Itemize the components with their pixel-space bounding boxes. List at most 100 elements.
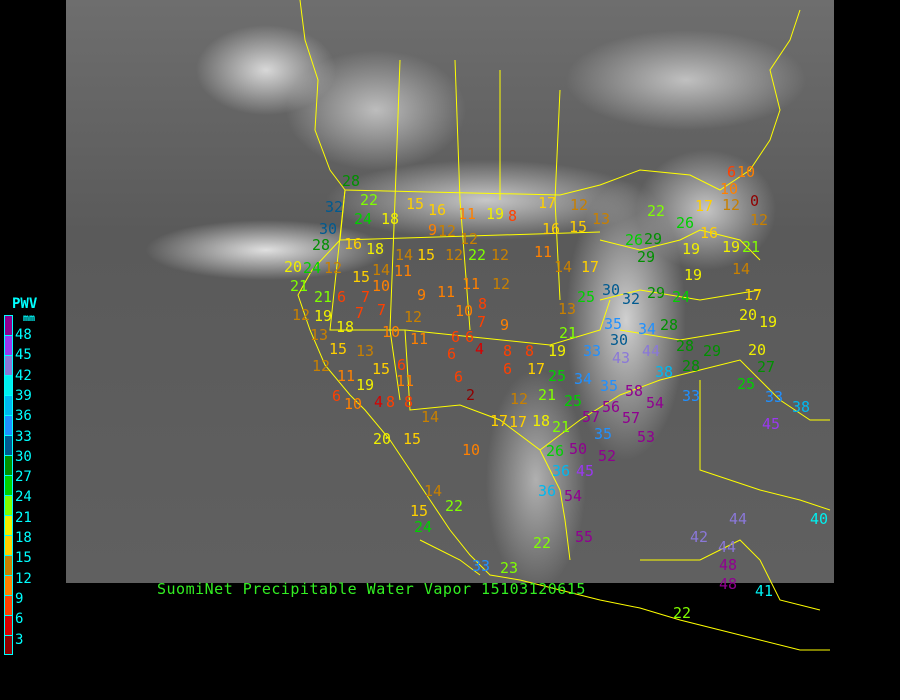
station-pwv-value: 14 — [421, 408, 440, 426]
station-pwv-value: 10 — [382, 323, 401, 341]
station-pwv-value: 26 — [676, 214, 695, 232]
legend-swatch — [4, 435, 13, 455]
border-line — [297, 0, 830, 651]
station-pwv-value: 29 — [647, 284, 666, 302]
station-pwv-value: 16 — [344, 235, 363, 253]
legend-swatch — [4, 355, 13, 375]
station-pwv-value: 20 — [373, 430, 392, 448]
station-pwv-value: 20 — [284, 258, 303, 276]
station-pwv-value: 33 — [583, 342, 602, 360]
station-pwv-value: 30 — [610, 331, 629, 349]
station-pwv-value: 8 — [386, 393, 396, 411]
station-pwv-value: 9 — [417, 286, 427, 304]
station-pwv-value: 35 — [594, 425, 613, 443]
legend-swatch — [4, 535, 13, 555]
station-pwv-value: 22 — [360, 191, 379, 209]
legend-swatch — [4, 575, 13, 595]
station-pwv-value: 36 — [552, 462, 571, 480]
legend-title: PWV — [12, 296, 38, 312]
border-line — [539, 359, 830, 451]
station-pwv-value: 11 — [410, 330, 429, 348]
station-pwv-value: 28 — [676, 337, 695, 355]
station-pwv-value: 42 — [690, 528, 709, 546]
station-pwv-value: 32 — [622, 290, 641, 308]
station-pwv-value: 12 — [404, 308, 423, 326]
legend-swatch — [4, 395, 13, 415]
station-pwv-value: 30 — [602, 281, 621, 299]
station-pwv-value: 12 — [722, 196, 741, 214]
station-pwv-value: 19 — [356, 376, 375, 394]
station-pwv-value: 54 — [646, 394, 665, 412]
border-line — [554, 89, 561, 301]
station-pwv-value: 4 — [475, 340, 485, 358]
station-pwv-value: 14 — [732, 260, 751, 278]
legend-label: 27 — [15, 469, 32, 486]
station-pwv-value: 12 — [445, 246, 464, 264]
station-pwv-value: 10 — [737, 163, 756, 181]
border-line — [619, 329, 741, 341]
border-line — [699, 380, 831, 511]
station-pwv-value: 38 — [655, 363, 674, 381]
station-pwv-value: 40 — [810, 510, 829, 528]
station-pwv-value: 17 — [538, 194, 557, 212]
border-line — [419, 539, 481, 576]
station-pwv-value: 15 — [569, 218, 588, 236]
station-pwv-value: 8 — [525, 342, 535, 360]
station-pwv-value: 29 — [703, 342, 722, 360]
station-pwv-value: 4 — [374, 393, 384, 411]
border-line — [329, 189, 611, 346]
station-pwv-value: 30 — [319, 220, 338, 238]
legend-swatch — [4, 595, 13, 615]
station-pwv-value: 43 — [612, 349, 631, 367]
station-pwv-value: 29 — [637, 248, 656, 266]
station-pwv-value: 45 — [762, 415, 781, 433]
station-pwv-value: 12 — [492, 275, 511, 293]
station-pwv-value: 26 — [625, 231, 644, 249]
station-pwv-value: 26 — [546, 442, 565, 460]
station-pwv-value: 25 — [737, 375, 756, 393]
station-pwv-value: 19 — [486, 205, 505, 223]
station-pwv-value: 21 — [538, 386, 557, 404]
legend-label: 39 — [15, 387, 32, 404]
station-pwv-value: 11 — [437, 283, 456, 301]
station-pwv-value: 44 — [642, 342, 661, 360]
station-pwv-value: 21 — [742, 238, 761, 256]
station-pwv-value: 6 — [451, 328, 461, 346]
station-pwv-value: 24 — [354, 210, 373, 228]
station-pwv-value: 21 — [559, 324, 578, 342]
station-pwv-value: 22 — [445, 497, 464, 515]
legend-swatch — [4, 455, 13, 475]
station-pwv-value: 17 — [581, 258, 600, 276]
station-pwv-value: 35 — [600, 377, 619, 395]
station-pwv-value: 18 — [336, 318, 355, 336]
legend-label: 12 — [15, 570, 32, 587]
station-pwv-value: 44 — [718, 538, 737, 556]
border-line — [344, 9, 801, 196]
station-pwv-value: 28 — [342, 172, 361, 190]
station-pwv-value: 24 — [414, 518, 433, 536]
station-pwv-value: 13 — [356, 342, 375, 360]
station-pwv-value: 17 — [527, 360, 546, 378]
border-line — [389, 59, 401, 401]
station-pwv-value: 32 — [325, 198, 344, 216]
station-pwv-value: 16 — [700, 224, 719, 242]
station-pwv-value: 15 — [329, 340, 348, 358]
legend-swatch — [4, 635, 13, 655]
station-pwv-value: 17 — [490, 412, 509, 430]
station-pwv-value: 13 — [310, 326, 329, 344]
legend-label: 45 — [15, 347, 32, 364]
legend-swatch — [4, 315, 13, 335]
station-pwv-value: 14 — [424, 482, 443, 500]
station-pwv-value: 33 — [765, 388, 784, 406]
legend-swatch — [4, 475, 13, 495]
border-line — [454, 59, 471, 331]
station-pwv-value: 12 — [570, 196, 589, 214]
station-pwv-value: 8 — [508, 207, 518, 225]
station-pwv-value: 35 — [604, 315, 623, 333]
station-pwv-value: 12 — [750, 211, 769, 229]
station-pwv-value: 9 — [500, 316, 510, 334]
station-pwv-value: 52 — [598, 447, 617, 465]
station-pwv-value: 21 — [314, 288, 333, 306]
station-pwv-value: 7 — [361, 288, 371, 306]
